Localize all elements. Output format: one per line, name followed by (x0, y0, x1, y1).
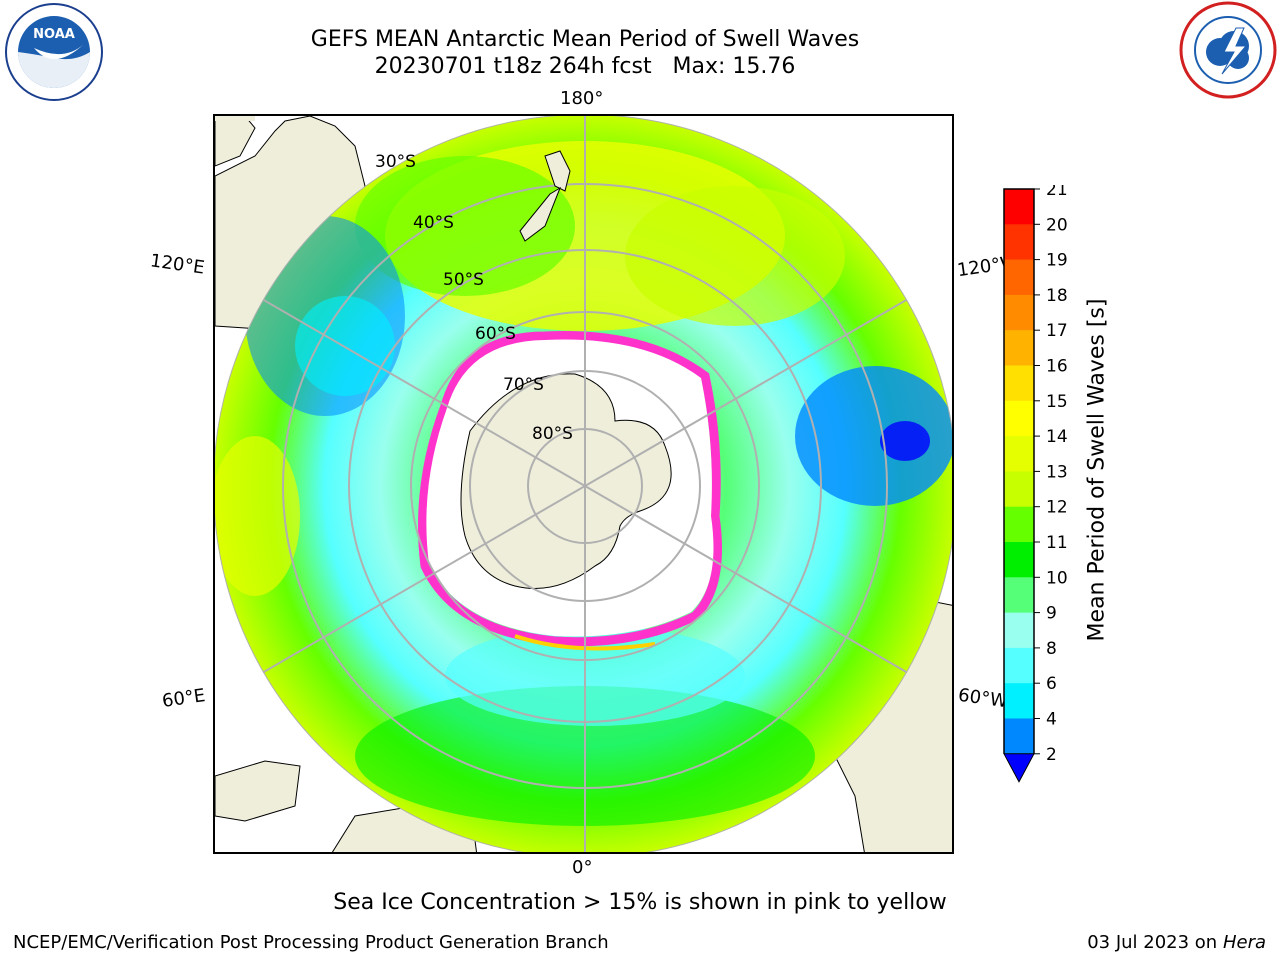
colorbar-segment (1004, 189, 1034, 225)
footer-date: 03 Jul 2023 on Hera (1087, 932, 1266, 953)
lat-label-30s: 30°S (375, 152, 416, 172)
colorbar-segment (1004, 224, 1034, 261)
colorbar-tick-label: 11 (1046, 533, 1068, 553)
colorbar-segment (1004, 365, 1034, 402)
colorbar-segment (1004, 294, 1034, 331)
footer-host: Hera (1222, 932, 1266, 953)
colorbar-label: Mean Period of Swell Waves [s] (1084, 298, 1110, 642)
lon-label-0: 0° (572, 857, 593, 878)
lon-label-120e: 120°E (148, 250, 206, 279)
colorbar-tick-label: 8 (1046, 639, 1057, 659)
colorbar-segment (1004, 330, 1034, 366)
colorbar-segment (1004, 542, 1034, 578)
colorbar-tick-label: 18 (1046, 286, 1068, 306)
colorbar-tick-label: 10 (1046, 568, 1068, 588)
colorbar-segment (1004, 577, 1034, 614)
colorbar-tick-label: 17 (1046, 321, 1068, 341)
colorbar-segment (1004, 436, 1034, 472)
colorbar-extend-arrow (1003, 753, 1035, 783)
colorbar-tick-label: 13 (1046, 462, 1068, 482)
noaa-logo-icon: NOAA (5, 3, 103, 101)
colorbar-tick-label: 21 (1046, 185, 1068, 200)
lat-label-80s: 80°S (532, 424, 573, 444)
colorbar-segment (1004, 506, 1034, 543)
colorbar-segment (1004, 612, 1034, 649)
colorbar-segment (1004, 718, 1034, 755)
colorbar: 21 20 19 18 17 16 15 14 13 12 11 10 9 8 6 4 2 (1003, 185, 1068, 783)
colorbar-tick-label: 20 (1046, 215, 1068, 235)
footer-branch: NCEP/EMC/Verification Post Processing Pr… (13, 932, 609, 953)
map-subtitle: 20230701 t18z 264h fcst Max: 15.76 (374, 54, 796, 79)
colorbar-tick-label: 2 (1046, 745, 1057, 765)
colorbar-tick-label: 19 (1046, 251, 1068, 271)
lon-label-180: 180° (560, 88, 604, 109)
nws-logo-icon (1179, 1, 1277, 99)
colorbar-tick-label: 15 (1046, 392, 1068, 412)
colorbar-tick-label: 4 (1046, 710, 1057, 730)
footer-date-text: 03 Jul 2023 on (1087, 932, 1218, 953)
map-canvas (215, 116, 952, 852)
colorbar-tick-label: 9 (1046, 604, 1057, 624)
colorbar-tick-label: 16 (1046, 357, 1068, 377)
lon-label-60e: 60°E (160, 685, 207, 712)
colorbar-tick-label: 12 (1046, 498, 1068, 518)
svg-text:NOAA: NOAA (33, 27, 75, 42)
colorbar-segment (1004, 471, 1034, 508)
colorbar-tick-label: 14 (1046, 427, 1068, 447)
colorbar-tick-label: 6 (1046, 674, 1057, 694)
lat-label-60s: 60°S (475, 324, 516, 344)
lat-label-40s: 40°S (413, 213, 454, 233)
colorbar-segment (1004, 259, 1034, 296)
polar-map (213, 114, 954, 854)
colorbar-segment (1004, 647, 1034, 684)
lat-label-50s: 50°S (443, 270, 484, 290)
colorbar-segment (1004, 683, 1034, 719)
lat-label-70s: 70°S (503, 375, 544, 395)
colorbar-segment (1004, 400, 1034, 437)
map-title: GEFS MEAN Antarctic Mean Period of Swell… (310, 27, 860, 52)
sea-ice-note: Sea Ice Concentration > 15% is shown in … (333, 890, 947, 915)
